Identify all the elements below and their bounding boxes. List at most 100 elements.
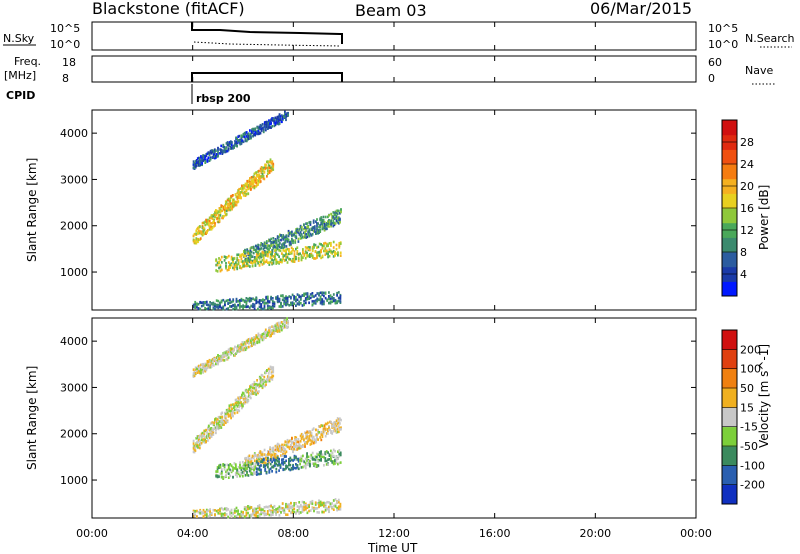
data-cell — [212, 429, 215, 432]
freq-line — [191, 72, 343, 82]
data-cell — [202, 511, 205, 515]
data-cell — [319, 230, 322, 233]
data-cell — [260, 175, 263, 178]
data-cell — [340, 427, 342, 431]
data-cell — [335, 215, 338, 219]
data-cell — [262, 247, 265, 251]
data-cell — [268, 450, 270, 454]
data-cell — [255, 131, 258, 134]
data-cell — [289, 459, 292, 463]
data-cell — [304, 502, 307, 506]
data-cell — [240, 466, 243, 470]
data-cell — [286, 114, 288, 118]
data-cell — [266, 175, 268, 178]
data-cell — [212, 301, 215, 305]
data-cell — [320, 256, 322, 260]
data-cell — [289, 463, 292, 467]
data-cell — [304, 504, 307, 507]
data-cell — [238, 187, 241, 191]
data-cell — [227, 147, 230, 150]
data-cell — [262, 174, 265, 178]
data-cell — [323, 221, 326, 224]
data-cell — [253, 459, 256, 463]
data-cell — [258, 390, 260, 393]
data-cell — [255, 297, 258, 301]
data-cell — [279, 115, 282, 118]
data-cell — [303, 299, 305, 303]
data-cell — [265, 505, 268, 509]
data-cell — [270, 237, 273, 241]
data-cell — [269, 334, 271, 338]
data-cell — [312, 229, 315, 233]
data-cell — [207, 307, 210, 310]
data-cell — [318, 250, 321, 254]
data-cell — [207, 432, 210, 436]
data-cell — [267, 164, 270, 168]
data-cell — [308, 505, 310, 509]
data-cell — [239, 142, 242, 146]
data-cell — [259, 176, 262, 180]
data-cell — [336, 430, 339, 434]
data-cell — [336, 300, 338, 303]
data-cell — [280, 238, 282, 242]
data-cell — [288, 248, 290, 251]
data-cell — [274, 249, 276, 252]
data-cell — [309, 293, 312, 296]
data-cell — [316, 231, 318, 235]
data-cell — [309, 220, 312, 224]
data-cell — [198, 443, 201, 446]
data-cell — [194, 300, 197, 304]
data-cell — [332, 299, 335, 303]
data-cell — [200, 441, 203, 445]
data-cell — [294, 445, 297, 448]
data-cell — [247, 264, 250, 267]
data-cell — [288, 249, 290, 252]
data-cell — [271, 376, 274, 379]
data-cell — [205, 363, 208, 367]
data-cell — [325, 422, 328, 426]
data-cell — [221, 209, 224, 213]
data-cell — [249, 184, 252, 188]
data-cell — [232, 410, 234, 413]
data-cell — [265, 458, 268, 462]
data-cell — [194, 306, 197, 309]
cpid-value: rbsp 200 — [196, 92, 251, 105]
data-cell — [265, 301, 268, 305]
data-cell — [227, 148, 230, 152]
data-cell — [332, 425, 335, 429]
data-cell — [220, 475, 223, 479]
data-cell — [313, 300, 315, 303]
data-cell — [292, 448, 294, 451]
data-cell — [297, 460, 300, 463]
data-cell — [281, 323, 284, 326]
data-cell — [273, 302, 276, 306]
data-cell — [297, 231, 300, 235]
data-cell — [192, 509, 195, 513]
data-cell — [281, 260, 283, 264]
data-cell — [268, 369, 271, 373]
data-cell — [323, 455, 325, 459]
data-cell — [299, 224, 302, 228]
data-cell — [245, 135, 248, 138]
data-cell — [194, 372, 197, 375]
data-cell — [253, 186, 256, 190]
data-cell — [261, 458, 264, 462]
data-cell — [242, 511, 244, 514]
data-cell — [291, 505, 294, 508]
data-cell — [198, 231, 201, 235]
data-cell — [331, 424, 334, 428]
data-cell — [236, 266, 239, 269]
data-cell — [230, 464, 233, 468]
data-cell — [200, 363, 202, 367]
data-cell — [263, 243, 266, 247]
data-cell — [260, 127, 263, 131]
data-cell — [261, 253, 264, 257]
data-cell — [289, 447, 292, 450]
data-cell — [232, 466, 234, 469]
data-cell — [299, 301, 302, 305]
data-cell — [332, 240, 335, 244]
data-cell — [262, 298, 264, 301]
data-cell — [204, 220, 207, 224]
data-cell — [257, 129, 260, 133]
data-cell — [278, 514, 281, 517]
